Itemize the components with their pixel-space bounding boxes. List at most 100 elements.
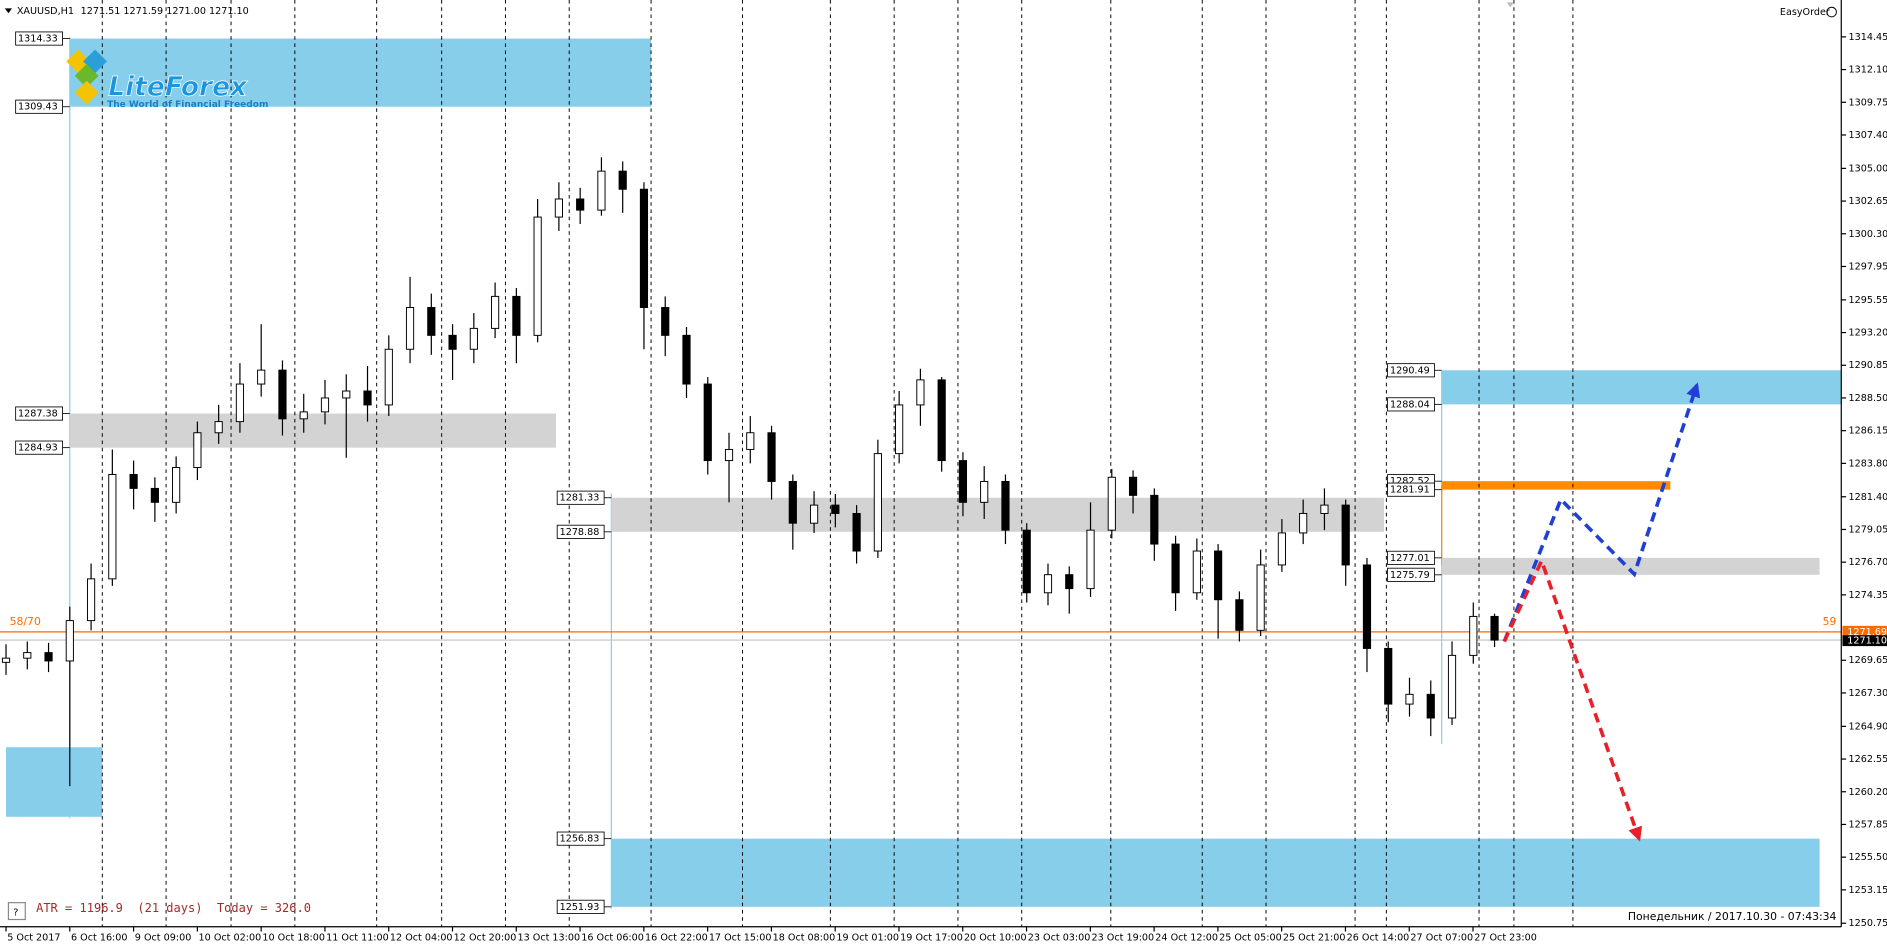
- zone-price-label: 1287.38: [18, 409, 58, 420]
- candle-body: [1469, 615, 1478, 656]
- logo-mark: [74, 80, 99, 105]
- bid-price-label: 1271.10: [1847, 636, 1887, 647]
- candle-body: [767, 432, 776, 482]
- candle-body: [1320, 504, 1329, 514]
- y-tick-label: 1269.65: [1848, 655, 1887, 666]
- y-tick-label: 1302.65: [1848, 196, 1887, 207]
- candle-body: [150, 487, 159, 503]
- y-tick-label: 1307.40: [1848, 130, 1887, 141]
- candle-body: [831, 504, 840, 514]
- candle-body: [1362, 564, 1372, 649]
- zone-price-label: 1278.88: [560, 527, 600, 538]
- candle-body: [1277, 532, 1287, 566]
- ask-price-label: 1271.69: [1847, 627, 1887, 638]
- x-tick-label: 27 Oct 23:00: [1474, 933, 1537, 944]
- candle-body: [278, 369, 287, 420]
- y-tick-label: 1305.00: [1848, 163, 1887, 174]
- candle-body: [214, 421, 223, 434]
- zones-layer: [6, 37, 1842, 909]
- x-tick-label: 16 Oct 22:00: [645, 933, 708, 944]
- time-box: [1612, 908, 1839, 926]
- zone: [69, 413, 556, 448]
- candle-body: [1065, 574, 1074, 590]
- y-tick-label: 1257.85: [1848, 819, 1887, 830]
- candle-body: [1, 657, 11, 663]
- help-button[interactable]: [7, 902, 26, 921]
- ask-price-box: [1842, 625, 1887, 637]
- x-tick-label: 20 Oct 10:00: [964, 933, 1027, 944]
- candle-body: [1086, 529, 1095, 590]
- candle-body: [1256, 564, 1265, 631]
- candle-body: [1235, 599, 1244, 631]
- candle-body: [1341, 504, 1350, 566]
- candle-body: [682, 334, 691, 385]
- y-tick-label: 1262.55: [1848, 754, 1887, 765]
- candle-body: [512, 295, 521, 336]
- candle-body: [1299, 512, 1308, 534]
- x-tick-label: 19 Oct 17:00: [900, 933, 963, 944]
- menu-triangle[interactable]: [4, 8, 13, 14]
- candle-body: [44, 652, 53, 662]
- y-tick-label: 1267.30: [1848, 688, 1887, 699]
- x-tick-label: 23 Oct 19:00: [1092, 933, 1155, 944]
- candle-body: [1405, 693, 1414, 705]
- candle-body: [1150, 494, 1159, 545]
- y-tick-label: 1286.15: [1848, 426, 1887, 437]
- candle-body: [1384, 647, 1393, 705]
- candle-body: [980, 480, 989, 503]
- level-label: 58/70: [10, 615, 41, 628]
- candle-body: [1214, 550, 1223, 601]
- candle-body: [639, 188, 649, 308]
- x-tick-label: 9 Oct 09:00: [135, 933, 192, 944]
- zone-price-label: 1314.33: [18, 34, 58, 45]
- y-tick-label: 1274.35: [1848, 590, 1887, 601]
- bid-price-box: [1842, 635, 1887, 647]
- candle-body: [491, 295, 500, 329]
- candle-body: [597, 170, 606, 211]
- y-tick-label: 1309.75: [1848, 97, 1887, 108]
- y-tick-label: 1295.55: [1848, 295, 1887, 306]
- logo-tagline: The World of Financial Freedom: [107, 100, 268, 110]
- candle-body: [724, 448, 734, 462]
- zone-price-label: 1282.52: [1390, 476, 1430, 487]
- x-tick-label: 10 Oct 18:00: [262, 933, 325, 944]
- x-tick-label: 10 Oct 02:00: [199, 933, 262, 944]
- logo: LiteForex The World of Financial Freedom: [66, 49, 268, 110]
- candle-body: [342, 390, 351, 399]
- y-tick-label: 1264.90: [1848, 721, 1887, 732]
- x-tick-label: 11 Oct 11:00: [326, 933, 389, 944]
- zone: [69, 38, 652, 107]
- zone: [6, 747, 103, 817]
- zone-price-label: 1309.43: [18, 102, 58, 113]
- candle-body: [193, 432, 202, 469]
- candle-body: [533, 216, 542, 336]
- candle-body: [895, 404, 904, 455]
- easy-order[interactable]: EasyOrder: [1780, 7, 1830, 18]
- candle-body: [916, 379, 925, 406]
- zone-price-label: 1281.91: [1390, 485, 1430, 496]
- x-tick-label: 6 Oct 16:00: [71, 933, 128, 944]
- candle-body: [1192, 550, 1201, 594]
- plot: 1314.33 1309.43 1287.38 1284.93 1281.33 1278.…: [0, 31, 1842, 914]
- y-tick-label: 1255.50: [1848, 852, 1887, 863]
- zone-price-label: 1290.49: [1390, 365, 1430, 376]
- candle-body: [746, 432, 755, 450]
- help-label[interactable]: ?: [13, 907, 18, 918]
- candle-body: [1171, 543, 1180, 594]
- y-tick-label: 1283.80: [1848, 458, 1887, 469]
- y-tick-label: 1288.50: [1848, 393, 1887, 404]
- y-tick-label: 1250.75: [1848, 918, 1887, 929]
- y-tick-label: 1253.15: [1848, 885, 1887, 896]
- candle-body: [958, 460, 968, 503]
- candle-body: [703, 383, 712, 462]
- x-tick-label: 18 Oct 08:00: [773, 933, 836, 944]
- easy-order-icon[interactable]: [1826, 6, 1837, 18]
- x-tick-label: 5 Oct 2017: [7, 933, 60, 944]
- candle-body: [661, 307, 670, 336]
- candle-body: [257, 369, 266, 385]
- forecast-up: [1502, 382, 1701, 643]
- zone-price-label: 1256.83: [560, 834, 600, 845]
- candle-body: [405, 307, 415, 350]
- candle-body: [363, 390, 372, 406]
